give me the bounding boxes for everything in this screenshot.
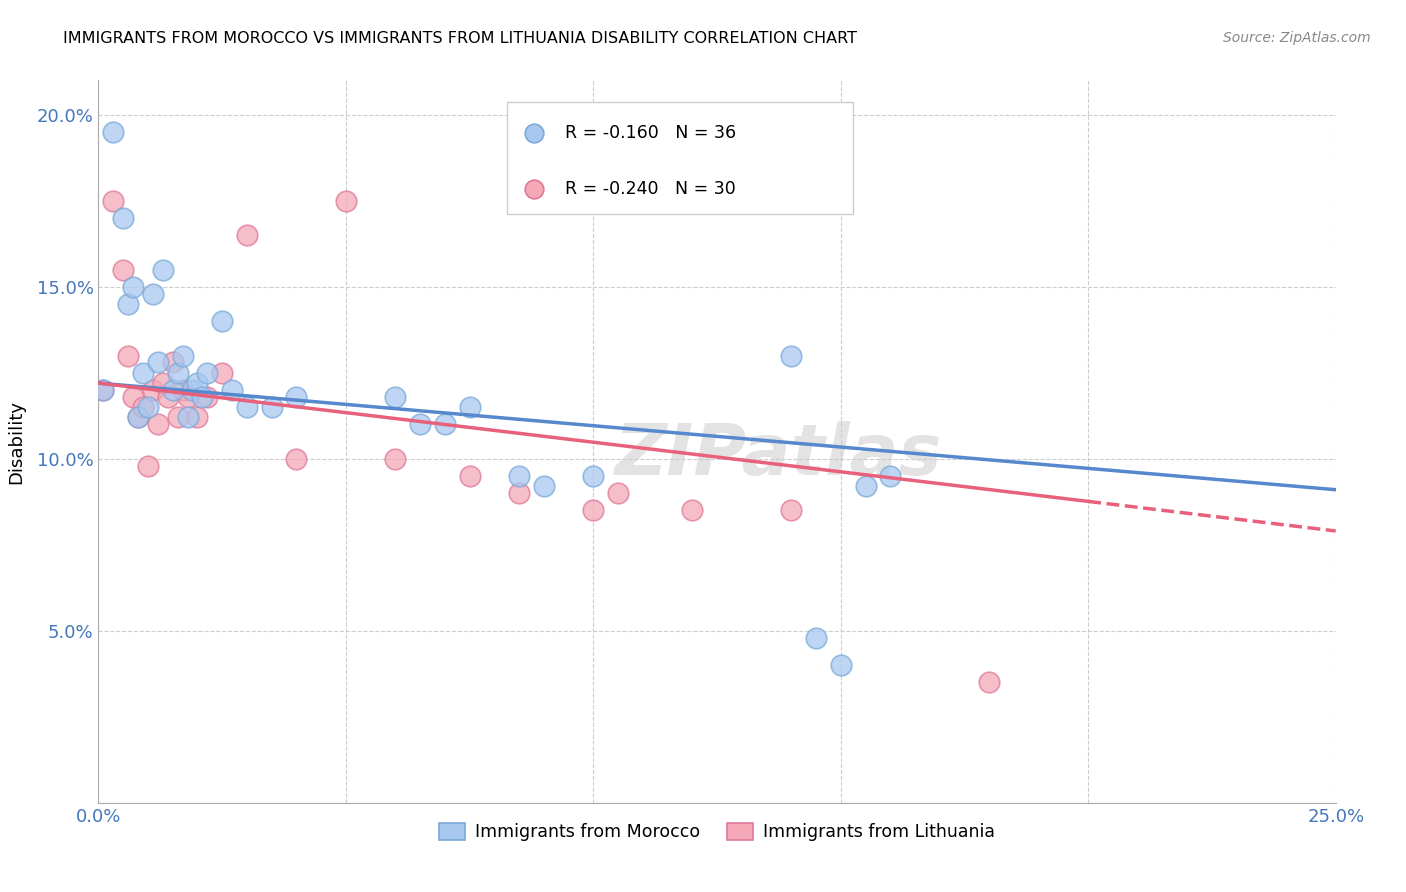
Point [335,194,357,208]
Point [152,376,174,390]
Point [136,400,159,414]
Point [508,469,530,483]
Point [181,383,204,397]
Point [146,417,169,432]
Point [195,366,218,380]
Point [582,503,605,517]
Point [681,503,703,517]
Text: R = -0.240   N = 30: R = -0.240 N = 30 [565,180,735,198]
Point [780,503,803,517]
Point [458,469,481,483]
Point [211,314,233,328]
Point [176,410,198,425]
Point [582,469,605,483]
Point [117,297,139,311]
Point [142,286,165,301]
Point [780,349,803,363]
Point [285,451,308,466]
Point [122,390,145,404]
Y-axis label: Disability: Disability [7,400,25,483]
Point [384,390,406,404]
Point [409,417,432,432]
Point [142,383,165,397]
Point [132,400,155,414]
Point [533,479,555,493]
Point [93,383,115,397]
Point [191,390,214,404]
Point [236,400,259,414]
Point [979,675,1001,690]
Point [260,400,283,414]
Point [152,262,174,277]
Point [172,383,194,397]
Point [117,349,139,363]
Point [166,366,188,380]
Point [127,410,149,425]
Point [221,383,243,397]
Point [172,349,194,363]
Text: R = -0.160   N = 36: R = -0.160 N = 36 [565,124,735,143]
Point [136,458,159,473]
Point [855,479,877,493]
Point [103,194,125,208]
Point [236,228,259,243]
Point [458,400,481,414]
Point [607,486,630,500]
Point [112,211,135,225]
Point [384,451,406,466]
Point [804,631,827,645]
Point [162,383,184,397]
Point [93,383,115,397]
Point [195,390,218,404]
Point [879,469,901,483]
Point [103,125,125,139]
Point [285,390,308,404]
Point [508,486,530,500]
Point [127,410,149,425]
Point [132,366,155,380]
Point [433,417,456,432]
Point [176,390,198,404]
Point [186,376,208,390]
Point [830,658,852,673]
FancyBboxPatch shape [506,102,853,214]
Point [122,279,145,293]
Point [112,262,135,277]
Point [162,355,184,369]
Point [211,366,233,380]
Point [146,355,169,369]
Text: ZIPatlas: ZIPatlas [616,422,942,491]
Point [166,410,188,425]
Point [156,390,179,404]
Text: Source: ZipAtlas.com: Source: ZipAtlas.com [1223,31,1371,45]
Legend: Immigrants from Morocco, Immigrants from Lithuania: Immigrants from Morocco, Immigrants from… [432,815,1002,848]
Point [186,410,208,425]
Text: IMMIGRANTS FROM MOROCCO VS IMMIGRANTS FROM LITHUANIA DISABILITY CORRELATION CHAR: IMMIGRANTS FROM MOROCCO VS IMMIGRANTS FR… [63,31,858,46]
